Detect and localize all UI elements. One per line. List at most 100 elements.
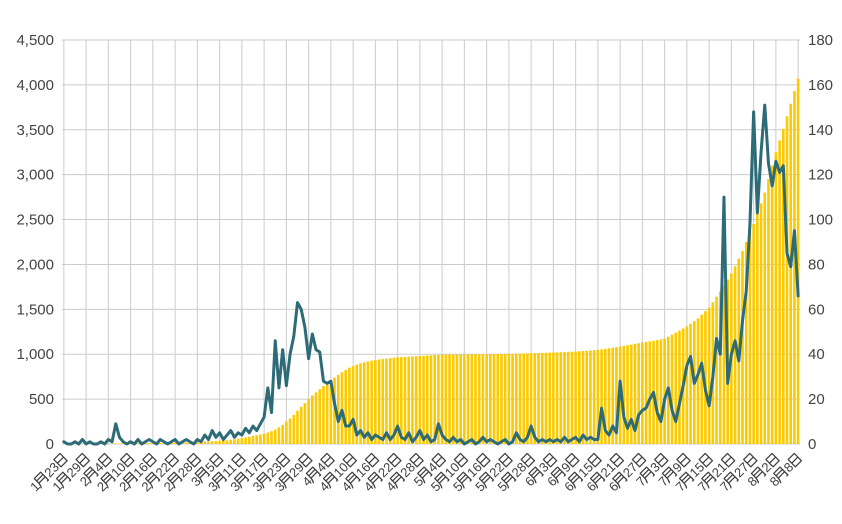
bar [585,350,589,444]
bar [552,352,555,444]
bar [336,374,340,444]
bar [318,389,322,444]
bar [596,349,600,444]
right-axis-tick-label: 60 [808,301,825,318]
bar [218,440,221,444]
bar [385,358,388,444]
bar [400,357,403,444]
kanji-day-glyph [698,452,714,468]
bar [129,443,132,444]
bar [522,353,526,444]
kanji-day-glyph [520,452,536,468]
left-axis-tick-label: 0 [46,436,54,453]
bar [655,340,659,444]
kanji-day-glyph [253,452,269,468]
bar [340,372,344,444]
right-axis-tick-label: 20 [808,391,825,408]
kanji-month-glyph [144,471,161,489]
bar [247,436,251,444]
bar [741,250,744,444]
bar [451,354,455,444]
kanji-month-glyph [33,471,50,489]
bar [233,439,236,444]
kanji-day-glyph [765,452,780,468]
bar [396,357,399,444]
bar [121,443,125,444]
bar [429,355,433,444]
bar [707,307,711,444]
bar [529,353,533,444]
bar [629,344,633,444]
bar [659,339,663,444]
bar [244,437,247,444]
kanji-day-glyph [609,452,625,468]
bar [718,291,722,444]
bar [722,285,726,444]
line-series [62,103,800,446]
bar [422,355,425,444]
kanji-month-glyph [678,471,695,489]
bar [477,354,481,444]
kanji-day-glyph [364,452,380,468]
bar [425,355,429,444]
kanji-day-glyph [75,452,91,468]
bar [715,296,718,444]
kanji-month-glyph [550,466,566,484]
bar [136,443,140,444]
kanji-day-glyph [119,452,135,468]
bar [578,351,581,444]
bar [222,440,225,444]
kanji-day-glyph [565,452,580,468]
kanji-month-glyph [701,471,717,489]
bar [388,358,392,444]
bar [789,103,793,445]
bar [203,441,207,444]
bar [500,353,503,444]
bar [144,443,147,444]
kanji-day-glyph [720,452,736,468]
kanji-month-glyph [773,466,789,484]
bar [700,314,704,444]
bar [344,369,347,444]
bar [533,353,537,444]
left-axis-labels: 0 500 1,000 1,500 2,000 2,500 3,000 3,500 4,000 4… [16,32,54,453]
kanji-month-glyph [345,471,361,489]
bar [229,439,233,444]
bar [626,345,629,444]
bar [600,349,603,444]
kanji-day-glyph [743,452,758,468]
kanji-month-glyph [167,471,183,489]
bar [678,330,681,444]
bar [744,242,748,444]
bar [537,353,540,444]
left-axis-tick-label: 1,500 [16,301,54,318]
bar [648,341,652,444]
bar [348,367,351,444]
kanji-day-glyph [164,452,180,468]
bar [299,406,303,444]
kanji-month-glyph [639,466,655,484]
bar [311,395,314,444]
left-axis-tick-label: 3,000 [16,167,54,184]
x-axis-tick-label: 73 [633,452,669,489]
bar [292,414,296,444]
kanji-month-glyph [478,471,495,489]
right-axis-tick-label: 40 [808,346,825,363]
right-axis-tick-label: 180 [808,32,833,49]
bar [270,431,273,444]
bar [622,345,626,444]
bar [370,360,373,444]
kanji-day-glyph [587,452,602,468]
kanji-day-glyph [387,452,402,468]
bar [496,354,500,444]
bar [767,179,770,444]
kanji-day-glyph [787,452,803,468]
kanji-day-glyph [498,452,513,468]
bar [444,354,448,444]
left-axis-tick-label: 4,500 [16,32,54,49]
kanji-month-glyph [278,471,294,489]
bar [355,364,359,444]
bar [288,418,292,444]
bar [611,347,615,444]
